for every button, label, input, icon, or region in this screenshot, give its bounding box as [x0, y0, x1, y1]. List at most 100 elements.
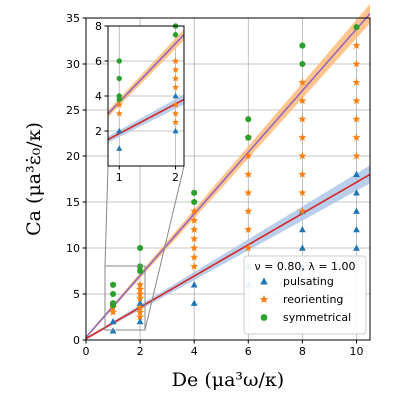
symmetrical-point — [116, 75, 122, 82]
pulsating-point — [298, 244, 306, 251]
inset-y-ticks: 2 4 6 8 — [95, 20, 108, 138]
x-tick-label: 2 — [137, 345, 144, 358]
y-tick-label: 8 — [95, 20, 102, 33]
pulsating-point — [190, 281, 198, 288]
reorienting-point — [190, 207, 199, 215]
x-axis-label: De (μa³ω/κ) — [172, 369, 284, 391]
reorienting-point — [352, 78, 361, 86]
y-tick-label: 25 — [66, 104, 80, 117]
symmetrical-point — [245, 134, 252, 141]
pulsating-point — [172, 92, 179, 99]
x-tick-label: 2 — [172, 171, 179, 184]
y-tick-label: 10 — [66, 242, 80, 255]
symmetrical-point — [191, 198, 198, 206]
symmetrical-point — [137, 267, 144, 275]
fit-confidence-band — [108, 94, 184, 143]
reorienting-point — [171, 74, 180, 82]
symmetrical-point — [116, 58, 122, 64]
zoom-connector — [104, 165, 109, 267]
reorienting-point — [171, 100, 180, 108]
reorienting-point — [136, 308, 145, 316]
pulsating-point — [353, 207, 360, 214]
symmetrical-point — [109, 300, 117, 307]
y-tick-label: 2 — [95, 125, 102, 138]
reorienting-point — [298, 151, 307, 160]
reorienting-point — [136, 303, 145, 312]
reorienting-point — [109, 308, 118, 316]
reorienting-point — [136, 294, 145, 302]
x-ticks: 0 2 4 6 8 10 — [83, 340, 363, 358]
x-tick-label: 1 — [116, 171, 123, 184]
reorienting-point — [298, 133, 307, 141]
reorienting-point — [352, 151, 361, 160]
reorienting-point — [352, 133, 361, 141]
y-axis-label: Ca (μa³ε̇₀/κ) — [23, 122, 45, 236]
x-tick-label: 8 — [299, 345, 306, 358]
legend-label-reorienting: reorienting — [283, 293, 343, 306]
reorienting-point — [352, 115, 361, 123]
x-tick-label: 4 — [191, 345, 198, 358]
symmetrical-point — [191, 189, 198, 196]
fit-confidence-band — [86, 3, 370, 339]
y-tick-label: 15 — [66, 196, 80, 209]
reorienting-point — [171, 83, 180, 91]
reorienting-point — [244, 225, 253, 233]
reorienting-point — [171, 109, 180, 117]
reorienting-point — [298, 207, 307, 215]
pulsating-point — [116, 145, 123, 151]
legend-marker-reorienting — [259, 294, 269, 304]
reorienting-point — [136, 312, 145, 321]
symmetrical-point — [353, 24, 360, 31]
symmetrical-point — [299, 60, 306, 68]
x-tick-label: 6 — [245, 345, 252, 358]
pulsating-point — [116, 127, 123, 134]
legend-title: ν = 0.80, λ = 1.00 — [254, 260, 355, 273]
pulsating-point — [172, 127, 179, 134]
pulsating-point — [190, 299, 198, 306]
pulsating-point — [353, 226, 360, 233]
reorienting-point — [298, 188, 307, 197]
reorienting-point — [136, 289, 145, 298]
reorienting-point — [352, 41, 361, 49]
reorienting-point — [190, 234, 199, 243]
pulsating-point — [353, 244, 360, 251]
y-tick-label: 5 — [73, 288, 80, 301]
reorienting-point — [244, 151, 253, 160]
x-tick-label: 0 — [83, 345, 90, 358]
reorienting-point — [190, 253, 199, 261]
legend-box — [243, 255, 367, 335]
reorienting-point — [298, 170, 307, 178]
symmetrical-point — [245, 116, 252, 123]
reorienting-point — [190, 243, 199, 252]
reorienting-point — [136, 280, 145, 289]
y-tick-label: 4 — [95, 90, 102, 103]
pulsating-point — [353, 189, 360, 196]
reorienting-point — [171, 65, 180, 73]
y-tick-label: 20 — [66, 150, 80, 163]
y-tick-label: 6 — [95, 55, 102, 68]
legend-label-pulsating: pulsating — [283, 275, 334, 288]
legend-marker-pulsating — [260, 277, 268, 285]
reorienting-point — [244, 188, 253, 197]
pulsating-point — [298, 226, 306, 233]
zoom-connector — [144, 165, 185, 331]
reorienting-point — [190, 225, 199, 233]
symmetrical-point — [116, 93, 122, 99]
legend-label-symmetrical: symmetrical — [283, 311, 351, 324]
fit-bands — [86, 3, 370, 340]
reorienting-point — [171, 57, 180, 65]
pulsating-point — [109, 318, 117, 325]
legend: ν = 0.80, λ = 1.00 pulsating reorienting s… — [243, 255, 367, 335]
fit-line — [85, 13, 371, 338]
y-tick-label: 35 — [66, 12, 80, 25]
reorienting-point — [298, 96, 307, 105]
symmetrical-point — [172, 32, 179, 38]
pulsating-point — [353, 170, 360, 178]
symmetrical-point — [109, 281, 117, 288]
symmetrical-point — [137, 244, 144, 252]
y-tick-label: 30 — [66, 58, 80, 71]
inset-data-points — [115, 23, 180, 151]
